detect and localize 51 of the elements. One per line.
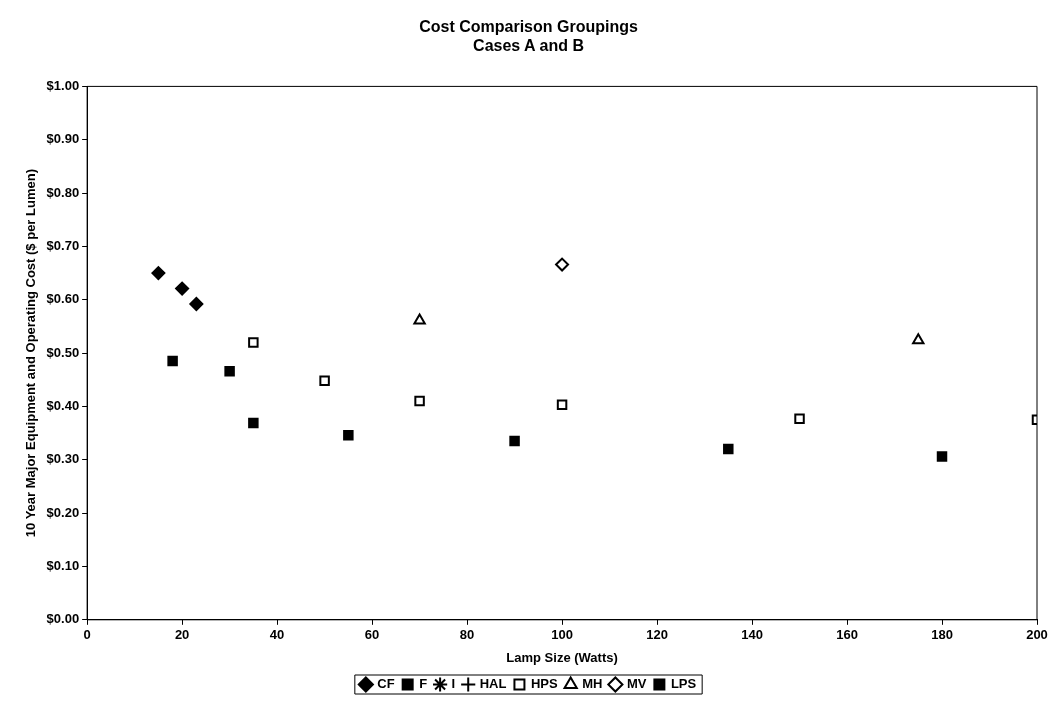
x-tick-label: 100 bbox=[551, 627, 573, 643]
y-tick-label: $1.00 bbox=[46, 77, 80, 93]
point bbox=[189, 297, 204, 312]
x-axis-title: Lamp Size (Watts) bbox=[506, 649, 618, 665]
point bbox=[175, 281, 190, 296]
y-tick-label: $0.60 bbox=[46, 291, 80, 307]
y-tick-label: $0.70 bbox=[46, 238, 80, 253]
legend-label: MH bbox=[582, 676, 603, 692]
y-tick-label: $0.10 bbox=[46, 558, 80, 574]
chart-title: Cost Comparison Groupings Cases A and B bbox=[419, 18, 638, 55]
legend-label: HPS bbox=[530, 676, 558, 692]
x-tick-label: 20 bbox=[174, 627, 190, 643]
x-tick-label: 40 bbox=[269, 627, 285, 643]
y-tick-label: $0.50 bbox=[46, 344, 80, 360]
y-tick-label: $0.40 bbox=[46, 398, 80, 414]
point bbox=[414, 395, 425, 407]
y-tick-label: $0.00 bbox=[46, 611, 80, 627]
point bbox=[319, 375, 330, 387]
point bbox=[343, 430, 354, 441]
point bbox=[413, 313, 426, 325]
point bbox=[224, 365, 235, 377]
legend-label: HAL bbox=[479, 676, 507, 692]
x-tick-label: 80 bbox=[459, 627, 475, 643]
point bbox=[509, 435, 520, 447]
y-tick-label: $0.80 bbox=[46, 184, 80, 200]
x-tick-label: 200 bbox=[1026, 627, 1048, 643]
y-axis-title: 10 Year Major Equipment and Operating Cost ($ per Lumen) bbox=[23, 169, 39, 538]
x-tick-label: 120 bbox=[646, 627, 668, 643]
legend-label: I bbox=[451, 676, 456, 692]
x-tick-label: 0 bbox=[83, 627, 91, 643]
legend-label: F bbox=[419, 676, 428, 692]
point bbox=[555, 257, 570, 272]
legend-label: MV bbox=[626, 676, 647, 692]
point bbox=[167, 355, 178, 367]
point bbox=[556, 399, 568, 411]
x-tick-label: 60 bbox=[364, 627, 380, 643]
point bbox=[794, 413, 805, 424]
point bbox=[151, 266, 166, 281]
point bbox=[248, 337, 259, 348]
y-tick-label: $0.90 bbox=[46, 131, 80, 147]
point bbox=[248, 417, 259, 429]
y-tick-label: $0.20 bbox=[46, 504, 80, 520]
x-tick-label: 140 bbox=[741, 627, 763, 643]
legend-label: LPS bbox=[670, 676, 697, 692]
x-tick-label: 180 bbox=[931, 627, 953, 643]
x-tick-label: 160 bbox=[836, 627, 858, 643]
point bbox=[936, 451, 948, 462]
point bbox=[723, 443, 734, 455]
point bbox=[912, 333, 925, 345]
y-tick-label: $0.30 bbox=[46, 451, 80, 467]
legend-label: CF bbox=[377, 676, 395, 692]
